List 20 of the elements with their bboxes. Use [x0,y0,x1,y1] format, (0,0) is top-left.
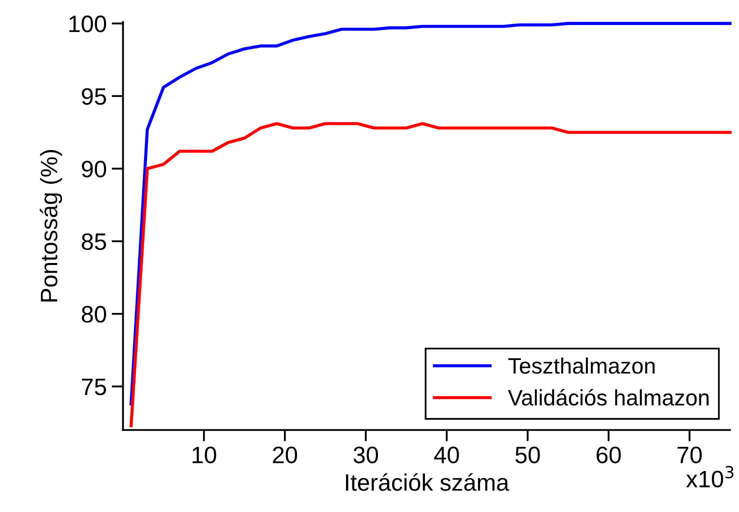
x-axis-title: Iterációk száma [346,473,510,491]
line-series [130,122,732,428]
x-tick-label: 70 [678,446,702,464]
x-tick-label: 30 [354,446,378,464]
y-tick-label: 95 [82,88,106,105]
y-tick-label: 90 [82,160,106,178]
legend-label: Validációs halmazon [508,389,709,406]
x-tick-label: 60 [596,446,621,464]
x-tick-label: 40 [434,446,459,464]
y-tick-label: 85 [82,233,106,250]
x-tick-label: 50 [515,446,540,464]
y-tick-label: 75 [82,378,106,396]
y-tick-label: 100 [69,16,106,32]
line-series [130,22,732,406]
text: x10$^{3}$ [686,466,734,488]
y-axis-title: Pontosság (%) [40,150,62,302]
x-tick-label: 20 [272,446,298,464]
legend-label: Teszthalmazon [508,357,655,374]
y-tick-label: 80 [82,306,106,323]
x-tick-label: 10 [192,446,216,464]
